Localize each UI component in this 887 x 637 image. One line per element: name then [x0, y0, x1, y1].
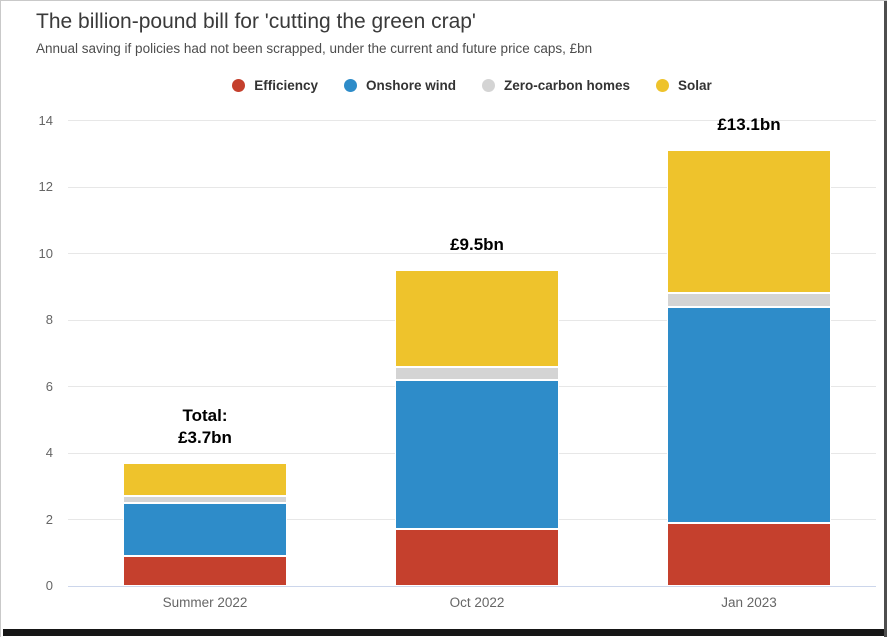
y-axis-tick-label: 8	[45, 312, 53, 327]
x-axis-line	[68, 586, 876, 587]
bottom-black-bar	[3, 629, 884, 636]
bar-total-label: £9.5bn	[450, 235, 504, 255]
bar-segment-solar	[395, 270, 559, 367]
y-axis-tick-label: 0	[45, 578, 53, 593]
bar-segment-onshore-wind	[123, 502, 287, 557]
y-gridline	[68, 253, 876, 254]
chart-title: The billion-pound bill for 'cutting the …	[36, 10, 476, 33]
bar-segment-solar	[667, 150, 831, 294]
bar-segment-onshore-wind	[395, 379, 559, 530]
legend-item-label: Onshore wind	[365, 78, 456, 93]
y-gridline	[68, 120, 876, 121]
window-right-border	[884, 1, 887, 637]
bar-segment-zero-carbon-homes	[667, 293, 831, 307]
y-axis-tick-label: 6	[45, 378, 53, 394]
bar-segment-efficiency	[123, 556, 287, 586]
legend-item-label: Efficiency	[254, 78, 318, 93]
bar-total-label: Total: £3.7bn	[178, 405, 232, 447]
legend-swatch-icon	[232, 79, 246, 92]
chart-subtitle: Annual saving if policies had not been s…	[36, 41, 593, 56]
bar-segment-zero-carbon-homes	[395, 366, 559, 380]
bar-segment-onshore-wind	[667, 306, 831, 523]
x-axis-category-label: Jan 2023	[721, 595, 777, 610]
bar-segment-efficiency	[667, 522, 831, 586]
legend: Efficiency Onshore wind Zero-carbon homes S…	[68, 78, 876, 93]
x-axis-category-label: Oct 2022	[449, 595, 505, 610]
legend-swatch-icon	[656, 79, 670, 92]
y-gridline	[68, 186, 876, 188]
y-axis-tick-label: 4	[45, 445, 53, 460]
legend-item-efficiency[interactable]: Efficiency	[232, 78, 318, 93]
bar-segment-efficiency	[395, 529, 559, 586]
y-axis-tick-label: 10	[38, 245, 53, 261]
legend-item-zero-carbon-homes[interactable]: Zero-carbon homes	[482, 78, 630, 93]
y-axis-tick-label: 12	[38, 179, 53, 194]
legend-item-label: Solar	[678, 78, 712, 93]
y-axis-tick-label: 2	[45, 511, 53, 527]
legend-item-label: Zero-carbon homes	[504, 78, 631, 93]
x-axis-category-label: Summer 2022	[162, 595, 248, 610]
legend-swatch-icon	[343, 79, 357, 92]
y-axis-tick-label: 14	[38, 112, 53, 128]
legend-item-solar[interactable]: Solar	[656, 78, 712, 93]
bar-segment-zero-carbon-homes	[123, 496, 287, 503]
legend-swatch-icon	[482, 79, 495, 92]
legend-item-onshore-wind[interactable]: Onshore wind	[343, 78, 456, 93]
bar-segment-solar	[123, 462, 287, 497]
bar-total-label: £13.1bn	[717, 115, 781, 135]
